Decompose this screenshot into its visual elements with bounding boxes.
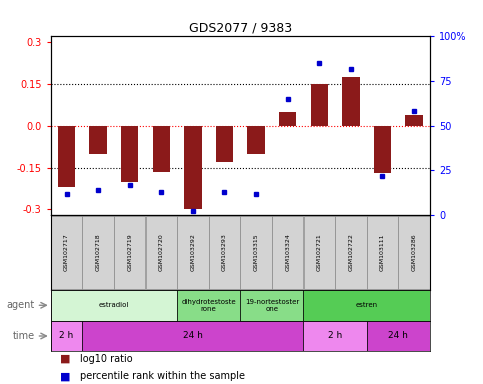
- Bar: [367, 216, 398, 289]
- Bar: [51, 290, 177, 321]
- Text: GSM102717: GSM102717: [64, 233, 69, 271]
- Text: estren: estren: [355, 302, 378, 308]
- Bar: [153, 126, 170, 172]
- Text: GSM103292: GSM103292: [190, 233, 196, 271]
- Bar: [184, 126, 201, 209]
- Text: GSM102721: GSM102721: [317, 233, 322, 271]
- Text: 2 h: 2 h: [59, 331, 73, 341]
- Text: GSM103111: GSM103111: [380, 234, 385, 271]
- Bar: [405, 114, 423, 126]
- Bar: [304, 216, 335, 289]
- Bar: [51, 321, 82, 351]
- Text: GSM103315: GSM103315: [254, 234, 258, 271]
- Text: estradiol: estradiol: [99, 302, 129, 308]
- Text: 19-nortestoster
one: 19-nortestoster one: [245, 299, 299, 312]
- Text: GSM102719: GSM102719: [127, 233, 132, 271]
- Bar: [58, 126, 75, 187]
- Bar: [114, 216, 145, 289]
- Text: ■: ■: [60, 371, 71, 381]
- Bar: [121, 126, 139, 182]
- Bar: [367, 321, 430, 351]
- Bar: [398, 216, 430, 289]
- Text: 24 h: 24 h: [183, 331, 203, 341]
- Text: ■: ■: [60, 354, 71, 364]
- Text: GSM103293: GSM103293: [222, 233, 227, 271]
- Bar: [51, 216, 82, 289]
- Bar: [279, 112, 297, 126]
- Text: log10 ratio: log10 ratio: [80, 354, 132, 364]
- Bar: [342, 77, 359, 126]
- Text: GSM102722: GSM102722: [348, 233, 354, 271]
- Bar: [89, 126, 107, 154]
- Bar: [272, 216, 303, 289]
- Bar: [177, 216, 209, 289]
- Bar: [146, 216, 177, 289]
- Text: agent: agent: [7, 300, 35, 310]
- Text: dihydrotestoste
rone: dihydrotestoste rone: [182, 299, 236, 312]
- Text: 24 h: 24 h: [388, 331, 408, 341]
- Bar: [311, 84, 328, 126]
- Text: 2 h: 2 h: [328, 331, 342, 341]
- Text: time: time: [13, 331, 35, 341]
- Text: GSM102720: GSM102720: [159, 233, 164, 271]
- Bar: [374, 126, 391, 173]
- Text: GSM103324: GSM103324: [285, 233, 290, 271]
- Bar: [303, 321, 367, 351]
- Bar: [241, 290, 303, 321]
- Bar: [241, 216, 272, 289]
- Text: GSM102718: GSM102718: [96, 234, 100, 271]
- Bar: [177, 290, 241, 321]
- Bar: [209, 216, 240, 289]
- Bar: [247, 126, 265, 154]
- Text: GDS2077 / 9383: GDS2077 / 9383: [189, 22, 292, 35]
- Text: percentile rank within the sample: percentile rank within the sample: [80, 371, 245, 381]
- Bar: [303, 290, 430, 321]
- Bar: [83, 216, 114, 289]
- Text: GSM103286: GSM103286: [412, 234, 416, 271]
- Bar: [82, 321, 303, 351]
- Bar: [335, 216, 367, 289]
- Bar: [216, 126, 233, 162]
